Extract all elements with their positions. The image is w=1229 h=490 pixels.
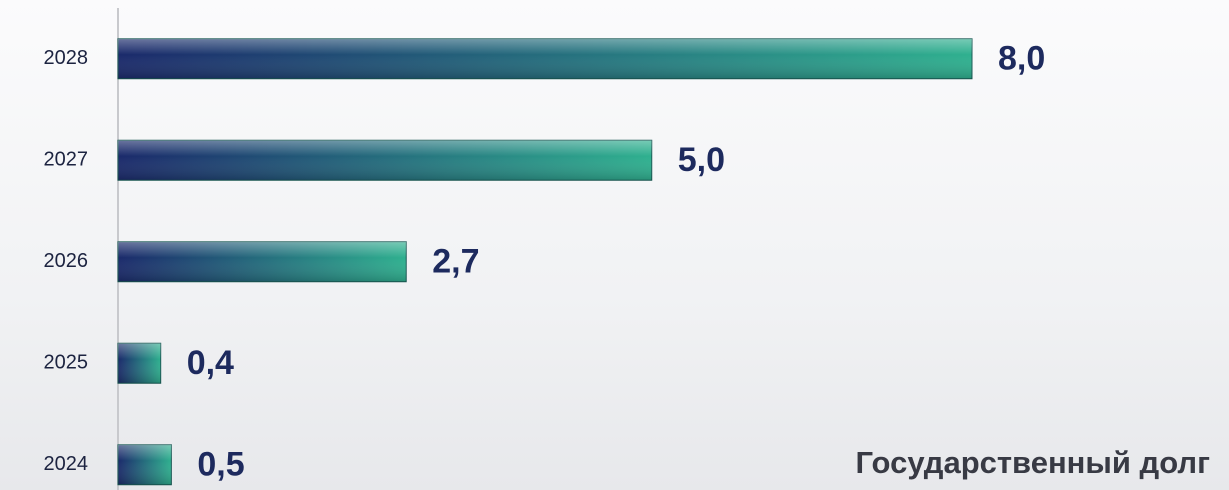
value-label: 0,4	[187, 344, 234, 382]
y-tick-label: 2027	[44, 149, 89, 171]
bar	[117, 342, 162, 384]
value-label: 2,7	[432, 243, 479, 281]
bar	[117, 241, 407, 283]
y-tick-label: 2024	[44, 453, 89, 475]
value-label: 5,0	[678, 141, 725, 179]
y-tick-label: 2026	[44, 250, 89, 272]
chart-title: Государственный долг	[856, 445, 1211, 480]
value-label: 8,0	[998, 40, 1045, 78]
bar	[117, 139, 653, 181]
y-tick-label: 2028	[44, 47, 89, 69]
y-tick-label: 2025	[44, 352, 89, 374]
bar	[117, 444, 172, 486]
bar	[117, 38, 973, 80]
value-label: 0,5	[197, 446, 244, 484]
